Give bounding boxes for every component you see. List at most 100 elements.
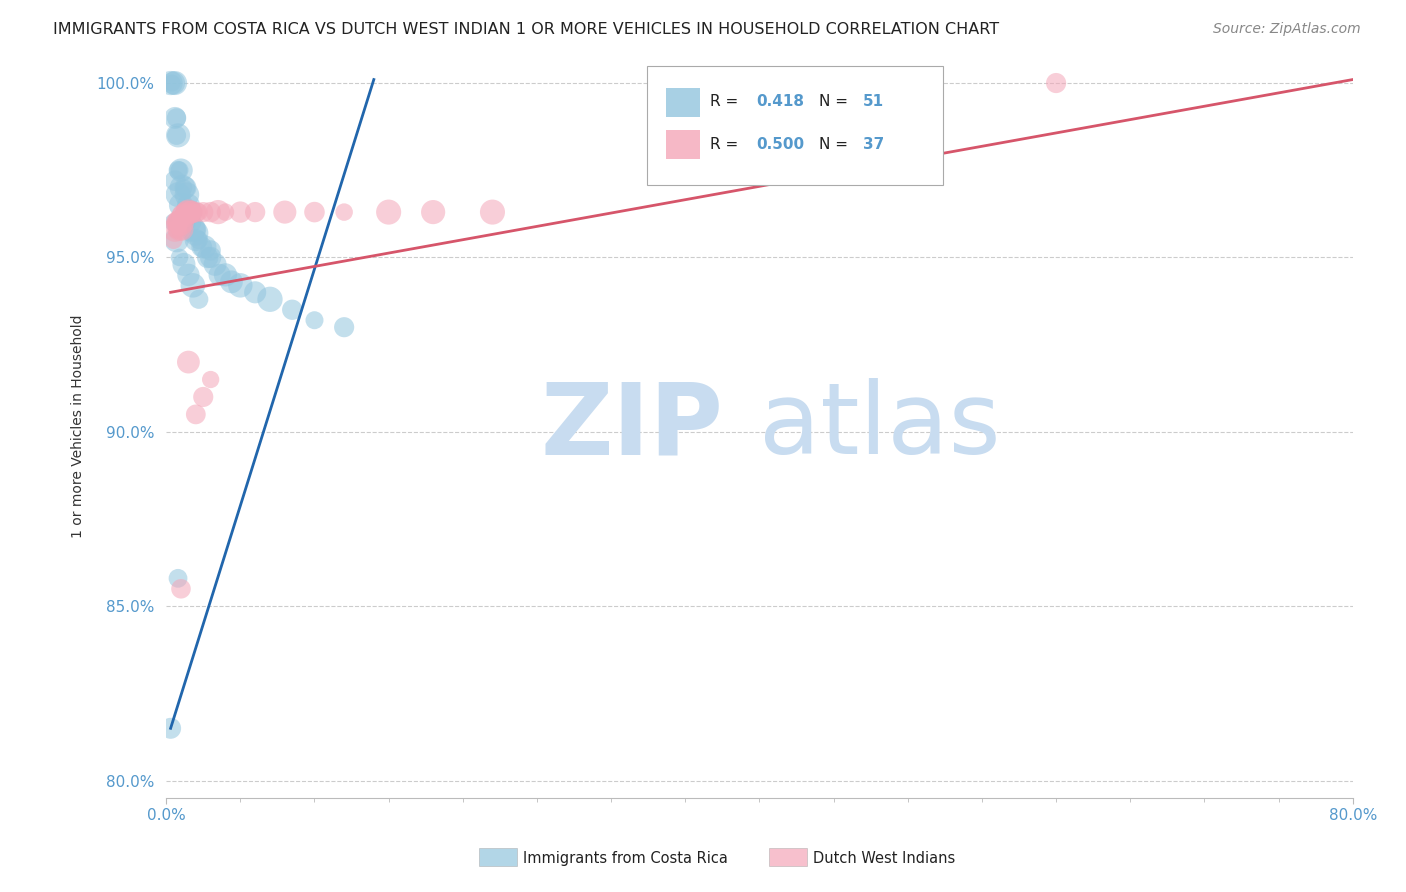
Point <box>173 209 195 223</box>
Text: IMMIGRANTS FROM COSTA RICA VS DUTCH WEST INDIAN 1 OR MORE VEHICLES IN HOUSEHOLD : IMMIGRANTS FROM COSTA RICA VS DUTCH WEST… <box>53 22 1000 37</box>
Point <box>159 76 181 90</box>
Point <box>187 205 209 219</box>
Point <box>160 76 183 90</box>
Point <box>166 222 188 236</box>
Text: N =: N = <box>818 95 852 110</box>
Point <box>180 216 202 230</box>
Point <box>197 251 219 265</box>
Point <box>184 226 207 240</box>
Point <box>184 205 207 219</box>
Text: 0.500: 0.500 <box>756 136 804 152</box>
Point <box>162 216 184 230</box>
Point <box>204 257 226 271</box>
Point <box>172 222 194 236</box>
Point <box>170 198 193 212</box>
Point <box>274 205 297 219</box>
Point <box>177 268 200 282</box>
Point <box>229 205 252 219</box>
Point <box>181 278 204 293</box>
Point <box>193 390 215 404</box>
Point <box>169 216 191 230</box>
Text: ZIP: ZIP <box>541 378 724 475</box>
Point <box>177 355 200 369</box>
Point <box>172 209 194 223</box>
Point <box>200 205 222 219</box>
Point <box>159 721 181 735</box>
Point <box>194 240 217 254</box>
Point <box>167 571 190 585</box>
Point <box>281 302 304 317</box>
Text: atlas: atlas <box>759 378 1001 475</box>
Text: 37: 37 <box>863 136 884 152</box>
Text: Immigrants from Costa Rica: Immigrants from Costa Rica <box>523 851 728 865</box>
Point <box>183 222 205 236</box>
Text: Source: ZipAtlas.com: Source: ZipAtlas.com <box>1213 22 1361 37</box>
Point <box>166 216 188 230</box>
Point <box>165 222 187 236</box>
Point <box>304 313 326 327</box>
Point <box>179 205 201 219</box>
Point <box>221 275 243 289</box>
FancyBboxPatch shape <box>647 66 943 186</box>
Point <box>173 180 195 194</box>
Point <box>187 293 209 307</box>
Text: Dutch West Indians: Dutch West Indians <box>813 851 955 865</box>
Point <box>179 205 201 219</box>
Text: R =: R = <box>710 95 742 110</box>
Point <box>180 205 202 219</box>
Point <box>187 233 209 247</box>
Text: R =: R = <box>710 136 742 152</box>
Point <box>229 278 252 293</box>
Point <box>181 222 204 236</box>
Point <box>243 205 266 219</box>
Point <box>181 205 204 219</box>
Point <box>184 408 207 422</box>
Point <box>174 205 197 219</box>
Point <box>165 111 187 125</box>
Point <box>165 174 187 188</box>
Point <box>170 216 193 230</box>
Point <box>167 128 190 143</box>
Point <box>173 257 195 271</box>
Point <box>214 205 236 219</box>
Point <box>176 205 198 219</box>
Point <box>333 205 356 219</box>
Y-axis label: 1 or more Vehicles in Household: 1 or more Vehicles in Household <box>72 315 86 539</box>
Point <box>167 216 190 230</box>
Point <box>200 251 222 265</box>
Point <box>377 205 399 219</box>
Point <box>172 180 194 194</box>
Point <box>169 222 191 236</box>
Point <box>200 244 222 258</box>
Point <box>259 293 281 307</box>
Point <box>166 128 188 143</box>
Point <box>214 268 236 282</box>
Point <box>333 320 356 334</box>
Point <box>208 268 231 282</box>
FancyBboxPatch shape <box>665 87 700 117</box>
Point <box>177 205 200 219</box>
Point <box>174 216 197 230</box>
Point <box>481 205 503 219</box>
Point <box>170 582 193 596</box>
Text: 0.418: 0.418 <box>756 95 804 110</box>
Text: 51: 51 <box>863 95 884 110</box>
Point <box>184 233 207 247</box>
Point <box>166 111 188 125</box>
Point <box>162 76 184 90</box>
Point <box>167 187 190 202</box>
Point <box>174 180 197 194</box>
Point <box>170 163 193 178</box>
Point <box>162 233 184 247</box>
Point <box>190 240 212 254</box>
Point <box>243 285 266 300</box>
Point <box>304 205 326 219</box>
Point <box>193 205 215 219</box>
Point <box>169 251 191 265</box>
Point <box>167 163 190 178</box>
Point <box>200 372 222 386</box>
Point <box>1045 76 1067 90</box>
Point <box>169 163 191 178</box>
Point <box>176 187 198 202</box>
Text: N =: N = <box>818 136 852 152</box>
